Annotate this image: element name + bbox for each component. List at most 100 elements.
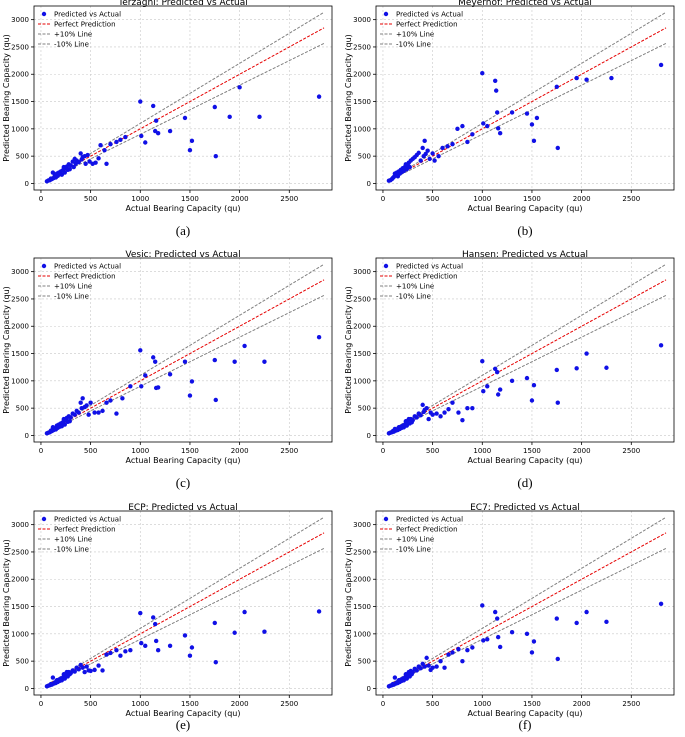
y-tick-label: 2500 bbox=[11, 548, 29, 556]
x-tick-label: 2500 bbox=[280, 447, 298, 455]
x-tick-label: 2500 bbox=[622, 700, 640, 708]
x-tick-label: 2000 bbox=[231, 195, 249, 203]
data-point bbox=[139, 640, 144, 646]
data-point bbox=[422, 664, 427, 669]
y-tick-label: 2500 bbox=[11, 43, 29, 51]
data-point bbox=[436, 153, 441, 159]
x-tick-label: 1000 bbox=[473, 195, 491, 203]
x-tick-label: 2000 bbox=[573, 195, 591, 203]
data-point bbox=[574, 366, 579, 371]
x-tick-label: 0 bbox=[39, 700, 43, 708]
data-point bbox=[237, 85, 242, 90]
y-tick-label: 2000 bbox=[353, 576, 371, 584]
data-point bbox=[189, 645, 195, 650]
data-point bbox=[534, 115, 540, 121]
y-tick-label: 500 bbox=[16, 153, 29, 161]
data-point bbox=[493, 609, 498, 615]
x-tick-label: 1500 bbox=[523, 700, 541, 708]
data-point bbox=[524, 111, 530, 116]
scatter-points bbox=[44, 334, 322, 436]
y-tick-label: 2500 bbox=[11, 295, 29, 303]
legend-line-perfect-label: Perfect Prediction bbox=[54, 273, 116, 281]
y-tick-label: 1500 bbox=[11, 603, 29, 611]
data-point bbox=[493, 366, 498, 372]
legend-marker-scatter bbox=[41, 11, 47, 17]
data-point bbox=[555, 656, 560, 662]
scatter-points bbox=[44, 85, 322, 184]
data-point bbox=[67, 167, 72, 172]
x-tick-label: 1500 bbox=[523, 195, 541, 203]
data-point bbox=[574, 620, 579, 626]
x-tick-label: 500 bbox=[426, 195, 439, 203]
data-point bbox=[232, 359, 237, 364]
legend-line-minus10-label: -10% Line bbox=[54, 293, 89, 301]
data-point bbox=[480, 70, 485, 76]
legend-line-plus10-label: +10% Line bbox=[396, 536, 434, 544]
data-point bbox=[86, 412, 91, 417]
x-tick-label: 2000 bbox=[573, 447, 591, 455]
data-point bbox=[407, 164, 412, 170]
panel-d: 0 500 1000 1500 2000 2500 0 500 1000 1500 2000 2500… bbox=[344, 250, 675, 465]
minus-10-line bbox=[46, 547, 325, 686]
data-point bbox=[438, 658, 443, 664]
data-point bbox=[410, 669, 415, 675]
data-point bbox=[167, 372, 173, 377]
data-point bbox=[104, 161, 109, 166]
legend-label-scatter: Predicted vs Actual bbox=[396, 263, 463, 271]
data-point bbox=[414, 668, 419, 673]
data-point bbox=[455, 126, 460, 132]
y-tick-label: 0 bbox=[25, 685, 29, 693]
data-point bbox=[470, 405, 475, 411]
y-tick-label: 2000 bbox=[11, 323, 29, 331]
data-point bbox=[574, 75, 579, 81]
data-point bbox=[529, 122, 535, 127]
data-point bbox=[128, 648, 133, 653]
legend-marker-scatter bbox=[383, 11, 389, 17]
data-point bbox=[139, 384, 144, 389]
legend: Predicted vs Actual Perfect Prediction +10… bbox=[380, 11, 463, 49]
data-point bbox=[430, 412, 435, 417]
y-tick-label: 2000 bbox=[353, 71, 371, 79]
data-point bbox=[84, 403, 89, 408]
data-point bbox=[96, 156, 101, 161]
data-point bbox=[84, 664, 89, 669]
x-tick-label: 0 bbox=[381, 195, 385, 203]
legend: Predicted vs Actual Perfect Prediction +10… bbox=[380, 263, 463, 301]
data-point bbox=[495, 126, 501, 131]
data-point bbox=[440, 145, 445, 151]
data-point bbox=[118, 137, 123, 142]
data-point bbox=[92, 667, 97, 673]
data-point bbox=[187, 393, 193, 398]
y-axis-label: Predicted Bearing Capacity (qu) bbox=[2, 34, 11, 162]
y-axis-label: Predicted Bearing Capacity (qu) bbox=[344, 286, 353, 414]
data-point bbox=[213, 153, 218, 159]
data-point bbox=[76, 667, 81, 672]
scatter-points bbox=[386, 343, 664, 436]
reference-lines bbox=[388, 263, 667, 433]
data-point bbox=[465, 405, 470, 411]
perfect-prediction-line bbox=[46, 279, 325, 433]
data-point bbox=[460, 417, 465, 423]
minus-10-line bbox=[46, 42, 325, 181]
legend-line-perfect-label: Perfect Prediction bbox=[396, 273, 458, 281]
data-point bbox=[78, 400, 83, 405]
data-point bbox=[480, 358, 485, 364]
legend-label-scatter: Predicted vs Actual bbox=[396, 516, 463, 524]
y-tick-label: 500 bbox=[358, 153, 371, 161]
data-point bbox=[212, 357, 217, 363]
data-point bbox=[123, 134, 128, 140]
data-point bbox=[604, 619, 609, 625]
data-point bbox=[96, 663, 101, 668]
data-point bbox=[416, 150, 421, 156]
data-point bbox=[494, 616, 500, 621]
x-tick-label: 2000 bbox=[231, 447, 249, 455]
data-point bbox=[430, 151, 435, 156]
data-point bbox=[485, 123, 490, 129]
y-axis-label: Predicted Bearing Capacity (qu) bbox=[2, 286, 11, 414]
data-point bbox=[138, 610, 143, 616]
x-tick-label: 1000 bbox=[131, 700, 149, 708]
data-point bbox=[604, 365, 609, 370]
data-point bbox=[80, 396, 85, 401]
y-tick-label: 1500 bbox=[11, 350, 29, 358]
